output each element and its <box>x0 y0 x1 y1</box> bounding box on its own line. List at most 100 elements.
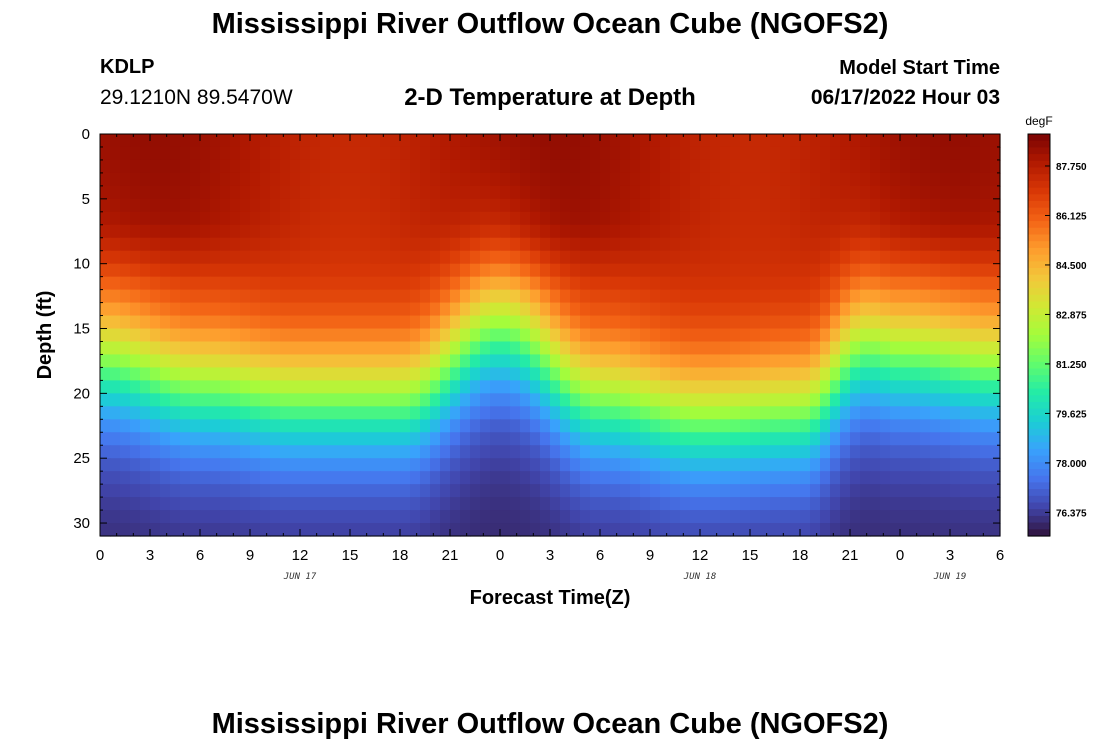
heatmap-cell <box>500 510 511 524</box>
heatmap-cell <box>180 419 191 433</box>
heatmap-cell <box>830 315 841 330</box>
colorbar-band <box>1028 321 1050 329</box>
heatmap-cell <box>160 315 171 330</box>
heatmap-cell <box>970 367 981 381</box>
heatmap-cell <box>540 471 551 485</box>
heatmap-cell <box>580 380 591 394</box>
heatmap-cell <box>960 328 971 343</box>
heatmap-cell <box>640 224 651 239</box>
heatmap-cell <box>290 471 301 485</box>
heatmap-cell <box>770 471 781 485</box>
heatmap-cell <box>210 471 221 485</box>
heatmap-cell <box>180 211 191 226</box>
heatmap-cell <box>740 250 751 265</box>
heatmap-cell <box>400 263 411 278</box>
heatmap-cell <box>210 172 221 187</box>
heatmap-cell <box>360 224 371 239</box>
heatmap-cell <box>670 237 681 252</box>
heatmap-cell <box>520 380 531 394</box>
heatmap-cell <box>640 134 651 148</box>
heatmap-cell <box>660 432 671 446</box>
heatmap-cell <box>500 419 511 433</box>
heatmap-cell <box>420 367 431 381</box>
heatmap-cell <box>640 172 651 187</box>
heatmap-cell <box>700 211 711 226</box>
heatmap-cell <box>320 211 331 226</box>
heatmap-cell <box>260 523 271 537</box>
heatmap-cell <box>130 445 141 459</box>
heatmap-cell <box>370 276 381 291</box>
heatmap-cell <box>500 497 511 511</box>
heatmap-cell <box>170 263 181 278</box>
heatmap-cell <box>890 354 901 369</box>
heatmap-cell <box>320 172 331 187</box>
heatmap-cell <box>510 276 521 291</box>
heatmap-cell <box>160 367 171 381</box>
heatmap-cell <box>180 198 191 213</box>
heatmap-cell <box>620 289 631 304</box>
heatmap-cell <box>330 211 341 226</box>
heatmap-cell <box>630 406 641 420</box>
colorbar-band <box>1028 140 1050 148</box>
heatmap-cell <box>980 134 991 148</box>
heatmap-cell <box>160 237 171 252</box>
heatmap-cell <box>120 289 131 304</box>
heatmap-cell <box>270 276 281 291</box>
heatmap-cell <box>260 302 271 317</box>
heatmap-cell <box>780 276 791 291</box>
heatmap-cell <box>390 341 401 356</box>
heatmap-cell <box>160 458 171 472</box>
heatmap-cell <box>130 497 141 511</box>
heatmap-cell <box>660 172 671 187</box>
heatmap-cell <box>780 159 791 174</box>
heatmap-cell <box>340 185 351 200</box>
heatmap-cell <box>380 484 391 498</box>
heatmap-cell <box>840 484 851 498</box>
heatmap-cell <box>300 471 311 485</box>
heatmap-cell <box>710 134 721 148</box>
colorbar-tick-label: 76.375 <box>1056 508 1087 519</box>
heatmap-cell <box>940 471 951 485</box>
heatmap-cell <box>610 185 621 200</box>
heatmap-cell <box>760 471 771 485</box>
heatmap-cell <box>110 172 121 187</box>
heatmap-cell <box>190 523 201 537</box>
heatmap-cell <box>330 263 341 278</box>
heatmap-cell <box>720 185 731 200</box>
heatmap-cell <box>760 315 771 330</box>
heatmap-cell <box>110 146 121 161</box>
heatmap-cell <box>210 237 221 252</box>
colorbar-band <box>1028 281 1050 289</box>
heatmap-cell <box>540 341 551 356</box>
heatmap-cell <box>460 510 471 524</box>
heatmap-cell <box>150 497 161 511</box>
heatmap-cell <box>660 185 671 200</box>
heatmap-cell <box>540 523 551 537</box>
heatmap-cell <box>320 328 331 343</box>
heatmap-cell <box>110 237 121 252</box>
heatmap-cell <box>810 510 821 524</box>
heatmap-cell <box>100 315 111 330</box>
heatmap-cell <box>310 432 321 446</box>
heatmap-cell <box>300 211 311 226</box>
heatmap-cell <box>590 471 601 485</box>
heatmap-cell <box>570 224 581 239</box>
heatmap-cell <box>200 263 211 278</box>
heatmap-cell <box>510 211 521 226</box>
heatmap-cell <box>130 211 141 226</box>
heatmap-cell <box>660 289 671 304</box>
heatmap-cell <box>890 302 901 317</box>
heatmap-cell <box>460 341 471 356</box>
heatmap-cell <box>960 198 971 213</box>
heatmap-cell <box>640 159 651 174</box>
heatmap-cell <box>190 211 201 226</box>
heatmap-cell <box>470 159 481 174</box>
heatmap-cell <box>710 302 721 317</box>
heatmap-cell <box>340 146 351 161</box>
heatmap-cell <box>780 315 791 330</box>
heatmap-cell <box>430 523 441 537</box>
heatmap-cell <box>480 159 491 174</box>
heatmap-cell <box>680 497 691 511</box>
heatmap-cell <box>740 354 751 369</box>
heatmap-cell <box>890 185 901 200</box>
